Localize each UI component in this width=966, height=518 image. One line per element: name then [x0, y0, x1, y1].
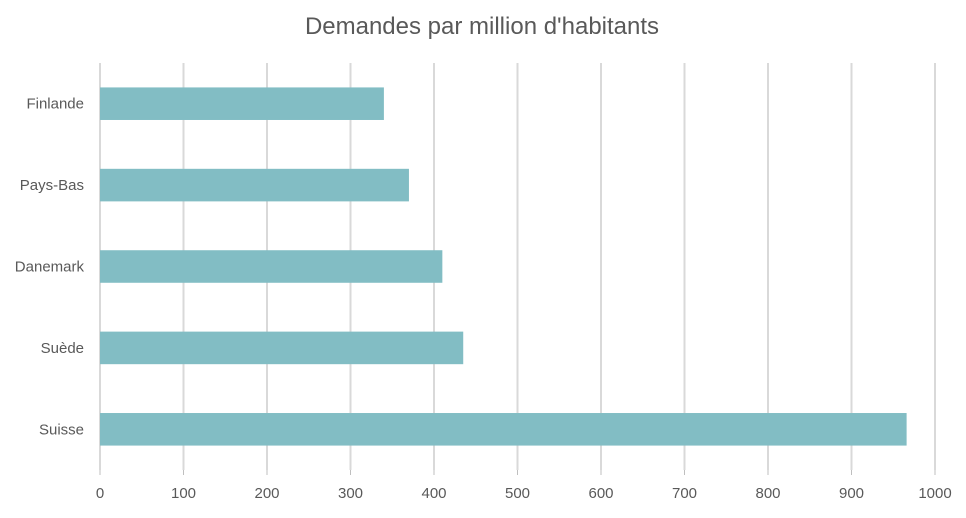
category-label: Suisse	[39, 421, 84, 438]
x-tick-label-300: 300	[338, 485, 363, 502]
bar-suisse	[100, 413, 907, 446]
x-tick-label-900: 900	[839, 485, 864, 502]
bar-finlande	[100, 87, 384, 120]
bars	[100, 87, 907, 445]
x-tick-label-400: 400	[421, 485, 446, 502]
bar-danemark	[100, 250, 442, 283]
x-tick-label-800: 800	[755, 485, 780, 502]
category-label: Pays-Bas	[20, 177, 84, 194]
x-tick-label-1000: 1000	[918, 485, 951, 502]
bar-su-de	[100, 332, 463, 365]
category-label: Finlande	[26, 96, 84, 113]
category-label: Danemark	[15, 259, 85, 276]
x-tick-label-0: 0	[96, 485, 104, 502]
bar-pays-bas	[100, 169, 409, 202]
category-labels: Finlande Pays-Bas Danemark Suède Suisse	[15, 96, 85, 439]
chart-title: Demandes par million d'habitants	[305, 13, 659, 40]
x-tick-label-200: 200	[254, 485, 279, 502]
x-tick-label-600: 600	[588, 485, 613, 502]
x-tick-label-500: 500	[505, 485, 530, 502]
x-axis-ticks: 0 100 200 300 400 500 600 700 800 900 1000	[96, 470, 952, 502]
x-tick-label-700: 700	[672, 485, 697, 502]
category-label: Suède	[41, 340, 84, 357]
x-tick-label-100: 100	[171, 485, 196, 502]
